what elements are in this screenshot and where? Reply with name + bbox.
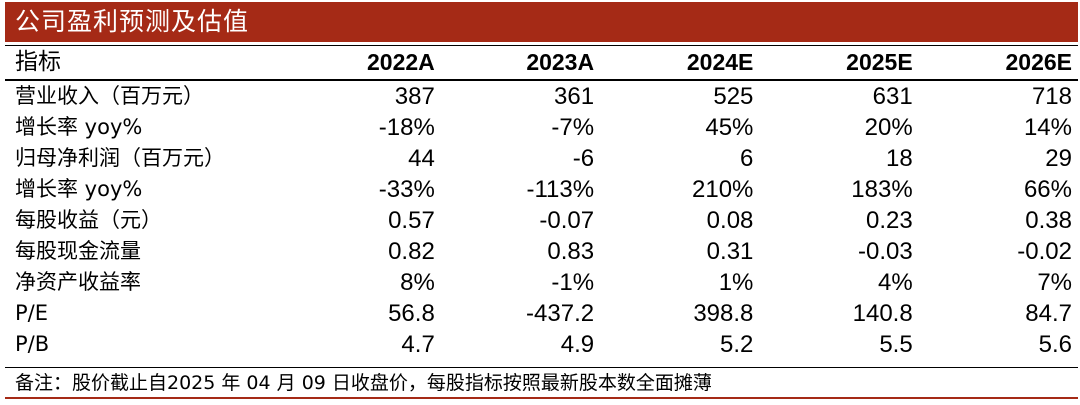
row-value-2026E: 7%	[1037, 269, 1072, 296]
row-value-2024E: 5.2	[720, 331, 754, 358]
footnote: 备注：股价截止自2025 年 04 月 09 日收盘价，每股指标按照最新股本数全…	[5, 367, 1078, 399]
row-value-2022A: 8%	[400, 269, 435, 296]
column-header-2: 2024E	[686, 49, 754, 75]
row-value-2022A: -18%	[378, 114, 435, 141]
row-value-2026E: 29	[1045, 145, 1072, 172]
row-value-2023A: -1%	[551, 269, 595, 296]
table-row: P/E 56.8 -437.2 398.8 140.8 84.7	[5, 298, 1078, 329]
row-value-2024E: 398.8	[693, 300, 754, 327]
row-value-2023A: -7%	[551, 114, 595, 141]
row-label: 增长率 yoy%	[15, 115, 143, 139]
row-label: 营业收入（百万元）	[15, 84, 204, 108]
table-row: 每股现金流量 0.82 0.83 0.31 -0.03 -0.02	[5, 236, 1078, 267]
row-value-2023A: -6	[572, 145, 595, 172]
row-label: 归母净利润（百万元）	[15, 146, 225, 170]
row-value-2026E: 84.7	[1025, 300, 1072, 327]
column-header-4: 2026E	[1005, 49, 1072, 75]
row-value-2023A: 4.9	[560, 331, 595, 358]
row-value-2022A: -33%	[378, 176, 435, 203]
row-label: 每股现金流量	[15, 239, 141, 263]
table-title: 公司盈利预测及估值	[5, 2, 1078, 42]
column-header-0: 2022A	[367, 49, 435, 75]
row-label: 净资产收益率	[15, 270, 141, 294]
row-value-2022A: 56.8	[388, 300, 435, 327]
row-value-2025E: 631	[872, 83, 913, 110]
row-value-2026E: 0.38	[1025, 207, 1072, 234]
table-row: 归母净利润（百万元） 44 -6 6 18 29	[5, 143, 1078, 174]
row-value-2025E: 20%	[864, 114, 913, 141]
row-value-2022A: 0.82	[388, 238, 435, 265]
row-value-2026E: 14%	[1023, 114, 1072, 141]
row-value-2025E: 4%	[878, 269, 913, 296]
row-value-2026E: 718	[1031, 83, 1072, 110]
table-row: 增长率 yoy% -33% -113% 210% 183% 66%	[5, 174, 1078, 205]
top-rule	[5, 45, 1078, 46]
row-value-2024E: 0.08	[706, 207, 754, 234]
row-label: 每股收益（元）	[15, 208, 162, 232]
row-value-2025E: 183%	[851, 176, 913, 203]
row-label: P/E	[15, 301, 49, 325]
row-value-2023A: -437.2	[526, 300, 595, 327]
row-value-2022A: 0.57	[388, 207, 435, 234]
table-body: 营业收入（百万元） 387 361 525 631 718 增长率 yoy% -18% -7% 4…	[5, 80, 1078, 360]
row-value-2023A: 361	[554, 83, 595, 110]
row-value-2022A: 44	[408, 145, 435, 172]
row-value-2025E: 140.8	[852, 300, 913, 327]
row-value-2024E: 525	[713, 83, 754, 110]
table-row: 增长率 yoy% -18% -7% 45% 20% 14%	[5, 112, 1078, 143]
row-value-2022A: 4.7	[401, 331, 435, 358]
row-value-2025E: -0.03	[857, 238, 913, 265]
header-label: 指标	[15, 49, 61, 75]
row-value-2026E: 5.6	[1038, 331, 1072, 358]
table-row: 每股收益（元） 0.57 -0.07 0.08 0.23 0.38	[5, 205, 1078, 236]
row-value-2023A: -113%	[526, 176, 595, 203]
row-label: P/B	[15, 332, 50, 356]
row-value-2024E: 0.31	[706, 238, 754, 265]
row-value-2026E: 66%	[1023, 176, 1072, 203]
row-label: 增长率 yoy%	[15, 177, 143, 201]
table-row: 净资产收益率 8% -1% 1% 4% 7%	[5, 267, 1078, 298]
table-row: 营业收入（百万元） 387 361 525 631 718	[5, 80, 1078, 112]
row-value-2023A: 0.83	[547, 238, 595, 265]
row-value-2024E: 210%	[692, 176, 754, 203]
column-header-3: 2025E	[846, 49, 913, 75]
row-value-2024E: 6	[740, 145, 754, 172]
row-value-2022A: 387	[394, 83, 435, 110]
table-row: P/B 4.7 4.9 5.2 5.5 5.6	[5, 329, 1078, 360]
row-value-2025E: 18	[885, 145, 913, 172]
row-value-2025E: 0.23	[865, 207, 913, 234]
row-value-2023A: -0.07	[539, 207, 595, 234]
row-value-2024E: 45%	[705, 114, 754, 141]
row-value-2024E: 1%	[718, 269, 754, 296]
row-value-2026E: -0.02	[1017, 238, 1072, 265]
column-header-1: 2023A	[526, 49, 595, 75]
forecast-table: 指标 2022A 2023A 2024E 2025E 2026E 营业收入（百万…	[5, 46, 1078, 360]
header-row: 指标 2022A 2023A 2024E 2025E 2026E	[5, 46, 1078, 80]
row-value-2025E: 5.5	[879, 331, 913, 358]
